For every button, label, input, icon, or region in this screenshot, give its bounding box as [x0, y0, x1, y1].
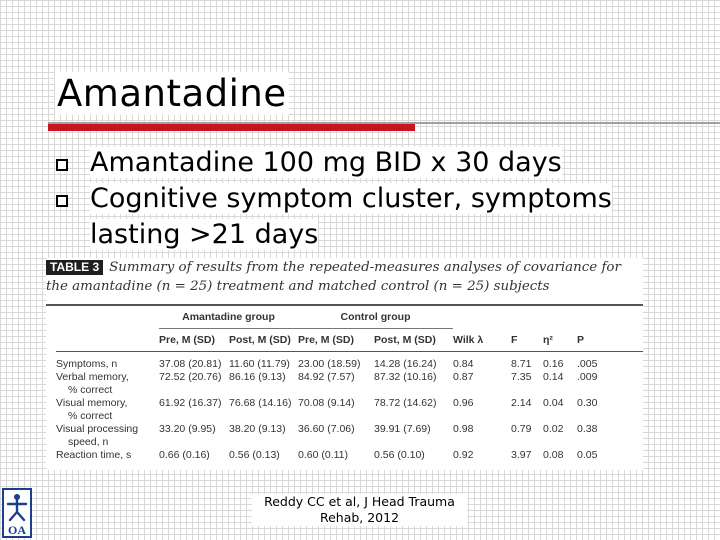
table-cell: 70.08 (9.14): [298, 397, 355, 409]
column-header: Wilk λ: [453, 328, 511, 352]
table-cell: 0.56 (0.10): [374, 449, 425, 461]
table-cell: 3.97: [511, 449, 532, 461]
table-row: % correct: [56, 410, 643, 423]
column-header: Pre, M (SD): [298, 328, 374, 352]
row-label: Reaction time, s: [56, 449, 132, 461]
citation: Reddy CC et al, J Head Trauma Rehab, 201…: [252, 494, 467, 526]
table-cell: 78.72 (14.62): [374, 397, 437, 409]
hollow-square-bullet-icon: [56, 195, 68, 207]
title-accent-bar: [48, 124, 415, 131]
hollow-square-bullet-icon: [56, 159, 68, 171]
column-header: η²: [543, 328, 577, 352]
table-cell: 0.16: [543, 358, 564, 370]
table-caption: TABLE 3 Summary of results from the repea…: [46, 258, 643, 296]
table-row: Visual processing 33.20 (9.95) 38.20 (9.13…: [56, 423, 643, 436]
table-cell: 0.08: [543, 449, 564, 461]
title-divider: [48, 122, 720, 124]
bullet-text: Amantadine 100 mg BID x 30 days: [90, 147, 562, 178]
table-cell: 72.52 (20.76): [159, 371, 222, 383]
table-frame: Amantadine group Control group Pre, M (S…: [46, 304, 643, 472]
table-cell: 0.38: [577, 423, 598, 435]
table-cell: 0.66 (0.16): [159, 449, 210, 461]
table-cell: 7.35: [511, 371, 532, 383]
table-cell: 11.60 (11.79): [229, 358, 290, 370]
table-cell: 0.04: [543, 397, 564, 409]
table-cell: 0.87: [453, 371, 474, 383]
bullet-list: Amantadine 100 mg BID x 30 days Cognitiv…: [52, 145, 692, 253]
column-header: Post, M (SD): [229, 328, 298, 352]
table-cell: 8.71: [511, 358, 532, 370]
table-cell: 0.02: [543, 423, 564, 435]
table-caption-text: Summary of results from the repeated-mea…: [46, 260, 621, 294]
table-tag: TABLE 3: [46, 260, 104, 275]
table-cell: 87.32 (10.16): [374, 371, 437, 383]
table-cell: 61.92 (16.37): [159, 397, 222, 409]
column-header: F: [511, 328, 543, 352]
group-header: Amantadine group: [159, 306, 298, 329]
group-header-row: Amantadine group Control group: [56, 306, 643, 329]
table-cell: 36.60 (7.06): [298, 423, 355, 435]
column-header: P: [577, 328, 643, 352]
table-cell: 38.20 (9.13): [229, 423, 286, 435]
table-cell: 23.00 (18.59): [298, 358, 361, 370]
table-cell: 0.96: [453, 397, 474, 409]
table-row: Symptoms, n 37.08 (20.81) 11.60 (11.79) 23.…: [56, 352, 643, 372]
table-cell: 33.20 (9.95): [159, 423, 216, 435]
row-label: Visual processing: [56, 423, 139, 435]
table-cell: 0.84: [453, 358, 474, 370]
row-label: % correct: [68, 384, 113, 396]
row-label: Symptoms, n: [56, 358, 118, 370]
oa-logo-icon: OA: [2, 488, 32, 538]
table-cell: 37.08 (20.81): [159, 358, 222, 370]
row-label: Visual memory,: [56, 397, 128, 409]
table-cell: 86.16 (9.13): [229, 371, 286, 383]
bullet-text: Cognitive symptom cluster, symptoms last…: [90, 183, 612, 250]
column-header: Post, M (SD): [374, 328, 453, 352]
table-row: speed, n: [56, 436, 643, 449]
table-cell: .005: [577, 358, 598, 370]
table-cell: 76.68 (14.16): [229, 397, 292, 409]
logo-text: OA: [8, 523, 26, 537]
table-cell: 0.79: [511, 423, 532, 435]
table-row: Verbal memory, 72.52 (20.76) 86.16 (9.13) 8…: [56, 371, 643, 384]
table-cell: 14.28 (16.24): [374, 358, 437, 370]
table-cell: 0.98: [453, 423, 474, 435]
table-cell: 0.05: [577, 449, 598, 461]
column-header-row: Pre, M (SD) Post, M (SD) Pre, M (SD) Pos…: [56, 328, 643, 352]
table-row: Visual memory, 61.92 (16.37) 76.68 (14.16)…: [56, 397, 643, 410]
table-cell: 2.14: [511, 397, 532, 409]
bullet-item: Cognitive symptom cluster, symptoms last…: [52, 181, 692, 253]
column-header: [56, 328, 159, 352]
row-label: % correct: [68, 410, 113, 422]
table-row: % correct: [56, 384, 643, 397]
slide-title: Amantadine: [55, 72, 289, 115]
results-table: Amantadine group Control group Pre, M (S…: [56, 306, 643, 462]
bullet-item: Amantadine 100 mg BID x 30 days: [52, 145, 692, 181]
group-header: Control group: [298, 306, 453, 329]
row-label: Verbal memory,: [56, 371, 129, 383]
table-cell: 0.30: [577, 397, 598, 409]
table-cell: .009: [577, 371, 598, 383]
table-cell: 39.91 (7.69): [374, 423, 431, 435]
row-label: speed, n: [68, 436, 109, 448]
table-cell: 0.56 (0.13): [229, 449, 280, 461]
table-row: Reaction time, s 0.66 (0.16) 0.56 (0.13) 0.…: [56, 449, 643, 462]
table-cell: 0.92: [453, 449, 474, 461]
results-table-figure: TABLE 3 Summary of results from the repea…: [46, 258, 643, 470]
table-cell: 0.60 (0.11): [298, 449, 349, 461]
table-cell: 0.14: [543, 371, 564, 383]
column-header: Pre, M (SD): [159, 328, 229, 352]
table-cell: 84.92 (7.57): [298, 371, 355, 383]
